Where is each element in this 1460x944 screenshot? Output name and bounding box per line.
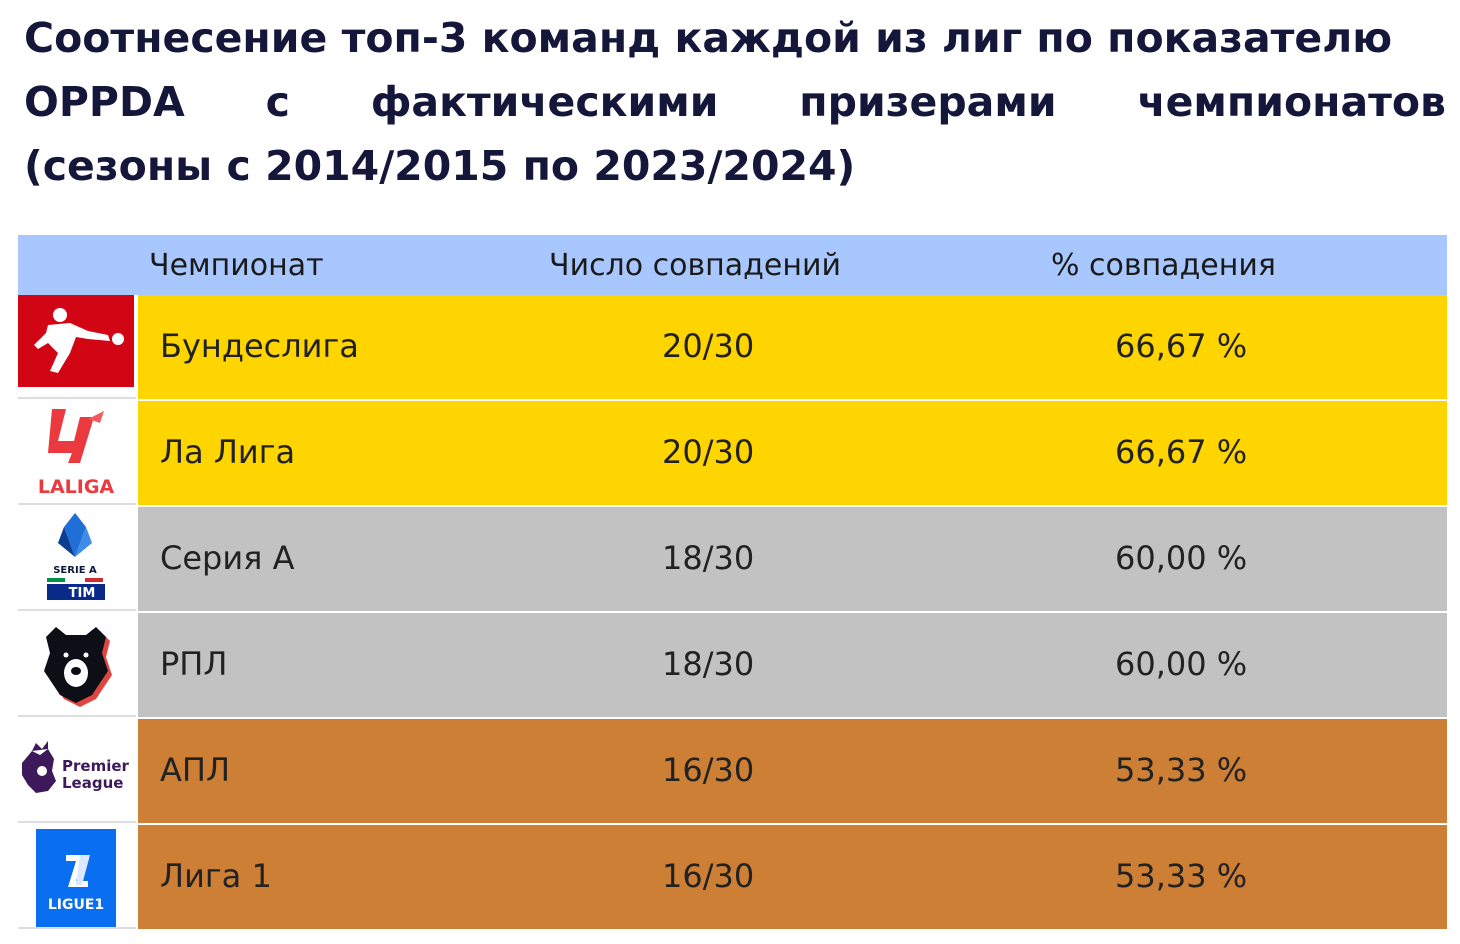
league-logo-text: League	[62, 774, 123, 792]
serie-a-logo-icon: SERIE A TIM	[18, 507, 136, 611]
header-percent: % совпадения	[1051, 248, 1276, 283]
table-row: LIGUE1 Лига 1 16/30 53,33 %	[18, 825, 1447, 931]
row-band: РПЛ 18/30 60,00 %	[138, 613, 1447, 717]
tim-logo-text: TIM	[69, 586, 96, 601]
match-count: 16/30	[662, 857, 755, 895]
match-count: 20/30	[662, 433, 755, 471]
row-band: Лига 1 16/30 53,33 %	[138, 825, 1447, 929]
title-word: OPPDA	[24, 78, 185, 126]
table-row: Бундеслига 20/30 66,67 %	[18, 295, 1447, 401]
match-percent: 66,67 %	[1115, 433, 1248, 471]
title-line-3: (сезоны с 2014/2015 по 2023/2024)	[24, 142, 856, 190]
match-count: 20/30	[662, 327, 755, 365]
row-band: АПЛ 16/30 53,33 %	[138, 719, 1447, 823]
serie-a-logo-text: SERIE A	[53, 565, 97, 576]
league-table: Чемпионат Число совпадений % совпадения …	[18, 235, 1447, 931]
title-word: фактическими	[370, 78, 719, 126]
title-line-1: Соотнесение топ-3 команд каждой из лиг п…	[24, 14, 1393, 62]
match-count: 18/30	[662, 645, 755, 683]
row-band: Бундеслига 20/30 66,67 %	[138, 295, 1447, 399]
match-percent: 60,00 %	[1115, 539, 1248, 577]
match-percent: 60,00 %	[1115, 645, 1248, 683]
table-header: Чемпионат Число совпадений % совпадения	[18, 235, 1447, 295]
row-band: Ла Лига 20/30 66,67 %	[138, 401, 1447, 505]
title-word: чемпионатов	[1137, 78, 1446, 126]
bundesliga-logo-icon	[18, 295, 136, 399]
match-percent: 66,67 %	[1115, 327, 1248, 365]
page-title: Соотнесение топ-3 команд каждой из лиг п…	[24, 6, 1446, 198]
title-line-2: OPPDA с фактическими призерами чемпионат…	[24, 70, 1446, 134]
match-count: 18/30	[662, 539, 755, 577]
laliga-logo-text: LALIGA	[38, 476, 115, 498]
header-league: Чемпионат	[149, 248, 324, 283]
match-percent: 53,33 %	[1115, 857, 1248, 895]
table-row: LALIGA Ла Лига 20/30 66,67 %	[18, 401, 1447, 507]
match-count: 16/30	[662, 751, 755, 789]
league-name: Лига 1	[160, 857, 272, 895]
table-row: РПЛ 18/30 60,00 %	[18, 613, 1447, 719]
league-name: АПЛ	[160, 751, 231, 789]
premier-logo-text: Premier	[62, 757, 130, 775]
league-name: РПЛ	[160, 645, 228, 683]
premier-league-logo-icon: Premier League	[18, 719, 136, 823]
row-band: Серия А 18/30 60,00 %	[138, 507, 1447, 611]
ligue1-logo-icon: LIGUE1	[18, 825, 136, 929]
title-word: с	[265, 78, 290, 126]
league-name: Бундеслига	[160, 327, 359, 365]
header-count: Число совпадений	[549, 248, 841, 283]
ligue1-logo-text: LIGUE1	[48, 897, 104, 913]
league-name: Ла Лига	[160, 433, 296, 471]
rpl-logo-icon	[18, 613, 136, 717]
match-percent: 53,33 %	[1115, 751, 1248, 789]
table-row: Premier League АПЛ 16/30 53,33 %	[18, 719, 1447, 825]
league-name: Серия А	[160, 539, 295, 577]
title-word: призерами	[799, 78, 1057, 126]
table-row: SERIE A TIM Серия А 18/30 60,00 %	[18, 507, 1447, 613]
laliga-logo-icon: LALIGA	[18, 401, 136, 505]
